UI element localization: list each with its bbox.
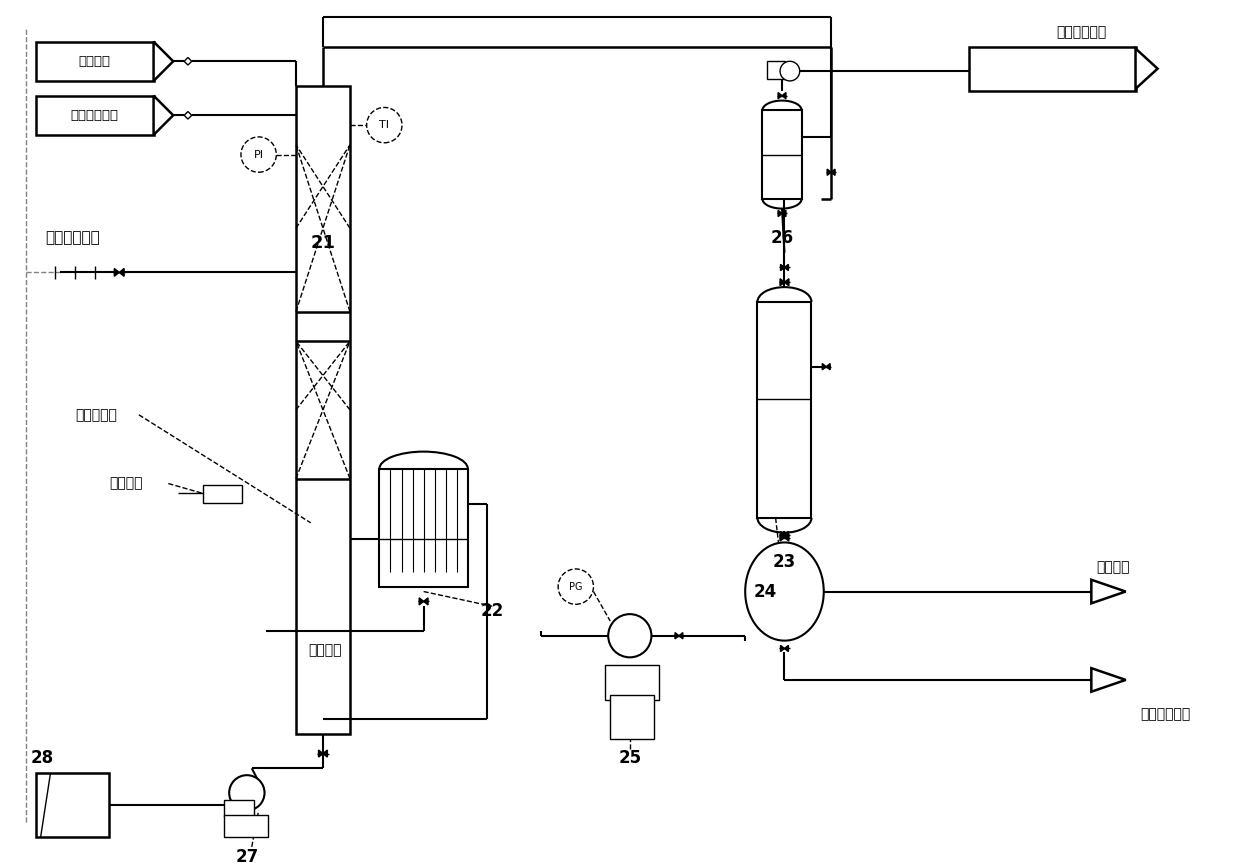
Circle shape: [780, 61, 800, 81]
Polygon shape: [777, 210, 782, 216]
Polygon shape: [822, 364, 826, 370]
Polygon shape: [424, 598, 428, 604]
Bar: [296, 86, 350, 734]
Text: 蒸汽伴热: 蒸汽伴热: [109, 476, 143, 490]
Polygon shape: [827, 169, 831, 176]
Polygon shape: [826, 364, 830, 370]
Bar: [379, 469, 467, 586]
Text: 23: 23: [773, 553, 796, 571]
Text: PI: PI: [254, 150, 264, 159]
Polygon shape: [322, 750, 327, 757]
Text: 27: 27: [236, 848, 258, 866]
Polygon shape: [780, 264, 785, 271]
Bar: [224, 816, 269, 837]
Polygon shape: [1091, 579, 1126, 604]
Polygon shape: [114, 268, 119, 276]
Polygon shape: [780, 534, 785, 541]
Polygon shape: [785, 645, 789, 651]
Polygon shape: [154, 95, 174, 135]
Polygon shape: [419, 598, 424, 604]
Polygon shape: [675, 632, 680, 639]
Circle shape: [241, 137, 277, 172]
Polygon shape: [785, 532, 789, 538]
Text: 24: 24: [753, 583, 776, 600]
Polygon shape: [785, 534, 789, 541]
Polygon shape: [1091, 669, 1126, 692]
Bar: [202, 486, 242, 503]
Bar: [605, 665, 660, 700]
Polygon shape: [782, 93, 786, 99]
Text: 循环饱和母液: 循环饱和母液: [46, 230, 100, 246]
Polygon shape: [780, 279, 785, 286]
Text: PG: PG: [569, 582, 583, 591]
Bar: [36, 773, 109, 837]
Bar: [763, 110, 802, 199]
Text: 21: 21: [310, 234, 336, 252]
Polygon shape: [119, 268, 124, 276]
Text: 25: 25: [619, 749, 641, 767]
Text: 氨水原料: 氨水原料: [78, 55, 110, 68]
Circle shape: [558, 569, 594, 604]
Text: 26: 26: [770, 229, 794, 247]
Text: 废水采出: 废水采出: [1096, 560, 1130, 574]
Polygon shape: [785, 279, 789, 286]
Bar: [36, 95, 154, 135]
Bar: [768, 61, 785, 79]
Polygon shape: [319, 750, 322, 757]
Polygon shape: [1136, 48, 1158, 89]
Bar: [610, 695, 655, 739]
Circle shape: [367, 107, 402, 143]
Polygon shape: [680, 632, 683, 639]
Polygon shape: [831, 169, 835, 176]
Polygon shape: [154, 42, 174, 81]
Polygon shape: [185, 112, 192, 120]
Ellipse shape: [745, 542, 823, 641]
Circle shape: [608, 614, 651, 657]
Text: 尾气处理装置: 尾气处理装置: [1056, 25, 1106, 39]
Bar: [758, 302, 811, 518]
Bar: [968, 47, 1136, 91]
Text: 22: 22: [481, 602, 503, 620]
Text: 乌洛托品采出: 乌洛托品采出: [1141, 708, 1190, 721]
Polygon shape: [782, 210, 786, 216]
Text: TI: TI: [379, 120, 389, 130]
Bar: [36, 42, 154, 81]
Text: 气相甲醛原料: 气相甲醛原料: [71, 109, 119, 122]
Text: 气体分布器: 气体分布器: [74, 408, 117, 422]
Polygon shape: [777, 93, 782, 99]
Polygon shape: [780, 532, 785, 538]
Polygon shape: [785, 264, 789, 271]
Bar: [224, 799, 254, 818]
Polygon shape: [185, 57, 192, 65]
Text: 母液采出: 母液采出: [309, 643, 342, 657]
Circle shape: [229, 775, 264, 811]
Text: 28: 28: [31, 749, 55, 767]
Polygon shape: [780, 645, 785, 651]
